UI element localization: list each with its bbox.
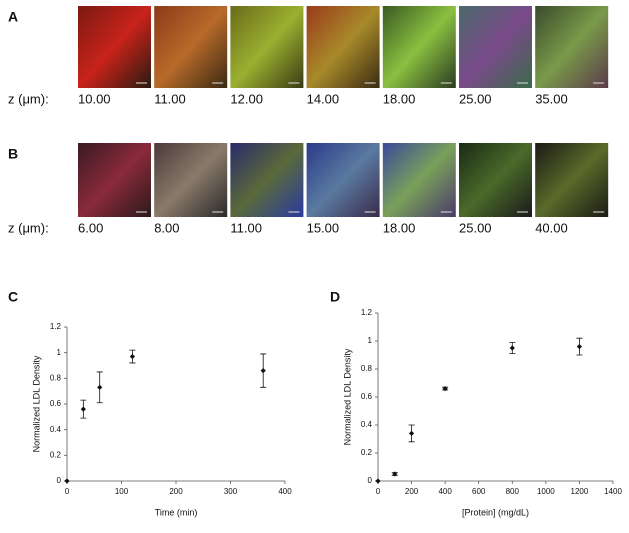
z-value: 18.00 [383,91,416,106]
micrograph [535,143,609,217]
data-point [260,368,266,374]
z-value: 40.00 [535,220,568,235]
x-tick-label: 300 [224,487,238,496]
z-value: 15.00 [307,220,340,235]
x-axis-label: Time (min) [155,507,198,517]
y-tick-label: 0.2 [361,448,373,457]
x-axis-label: [Protein] (mg/dL) [462,507,529,517]
data-point [509,345,515,351]
y-tick-label: 0.4 [361,420,373,429]
z-value: 8.00 [154,220,179,235]
x-tick-label: 100 [115,487,129,496]
micrograph [382,143,456,217]
micrograph [154,143,228,217]
z-value: 25.00 [459,91,492,106]
x-tick-label: 1000 [537,487,555,496]
x-tick-label: 0 [376,487,381,496]
y-axis-label: Normalized LDL Density [342,348,352,445]
z-value: 11.00 [230,220,262,235]
z-value: 6.00 [78,220,103,235]
z-label: z (μm): [8,220,49,235]
x-tick-label: 200 [169,487,183,496]
z-value: 14.00 [307,91,340,106]
z-value: 35.00 [535,91,568,106]
x-tick-label: 0 [65,487,70,496]
micrograph [382,6,456,88]
y-tick-label: 1.2 [50,322,62,331]
z-value: 25.00 [459,220,492,235]
y-tick-label: 0.8 [50,373,62,382]
y-tick-label: 0.6 [361,392,373,401]
y-tick-label: 1.2 [361,308,373,317]
data-point [392,471,398,477]
micrograph [459,6,532,88]
y-tick-label: 0 [368,476,373,485]
z-value: 18.00 [383,220,416,235]
data-point [375,478,381,484]
panel-label: B [8,146,18,162]
panel-label: A [8,9,18,25]
micrograph [306,6,380,88]
data-point [576,344,583,350]
y-tick-label: 0.2 [50,450,62,459]
data-point [64,478,70,484]
z-value: 12.00 [230,91,263,106]
x-tick-label: 400 [438,487,452,496]
x-tick-label: 1400 [604,487,622,496]
micrograph [230,143,304,217]
micrograph [154,6,228,88]
y-tick-label: 0 [57,476,62,485]
z-label: z (μm): [8,91,49,106]
data-point [408,430,415,436]
data-point [129,353,135,360]
y-axis-label: Normalized LDL Density [31,355,41,452]
data-point [442,386,448,392]
y-tick-label: 1 [368,336,373,345]
micrograph [78,143,151,217]
panel-label: C [8,289,18,305]
y-tick-label: 0.6 [50,399,62,408]
y-tick-label: 0.8 [361,364,373,373]
data-point [97,384,103,390]
x-tick-label: 800 [506,487,520,496]
micrograph [306,143,380,217]
x-tick-label: 600 [472,487,486,496]
x-tick-label: 200 [405,487,419,496]
y-tick-label: 1 [57,348,62,357]
z-value: 10.00 [78,91,111,106]
micrograph [535,6,609,88]
x-tick-label: 1200 [571,487,589,496]
x-tick-label: 400 [278,487,292,496]
data-point [80,406,86,412]
micrograph [459,143,532,217]
z-value: 11.00 [154,91,186,106]
micrograph [230,6,304,88]
y-tick-label: 0.4 [50,425,62,434]
panel-label: D [330,289,340,305]
micrograph [78,6,151,88]
